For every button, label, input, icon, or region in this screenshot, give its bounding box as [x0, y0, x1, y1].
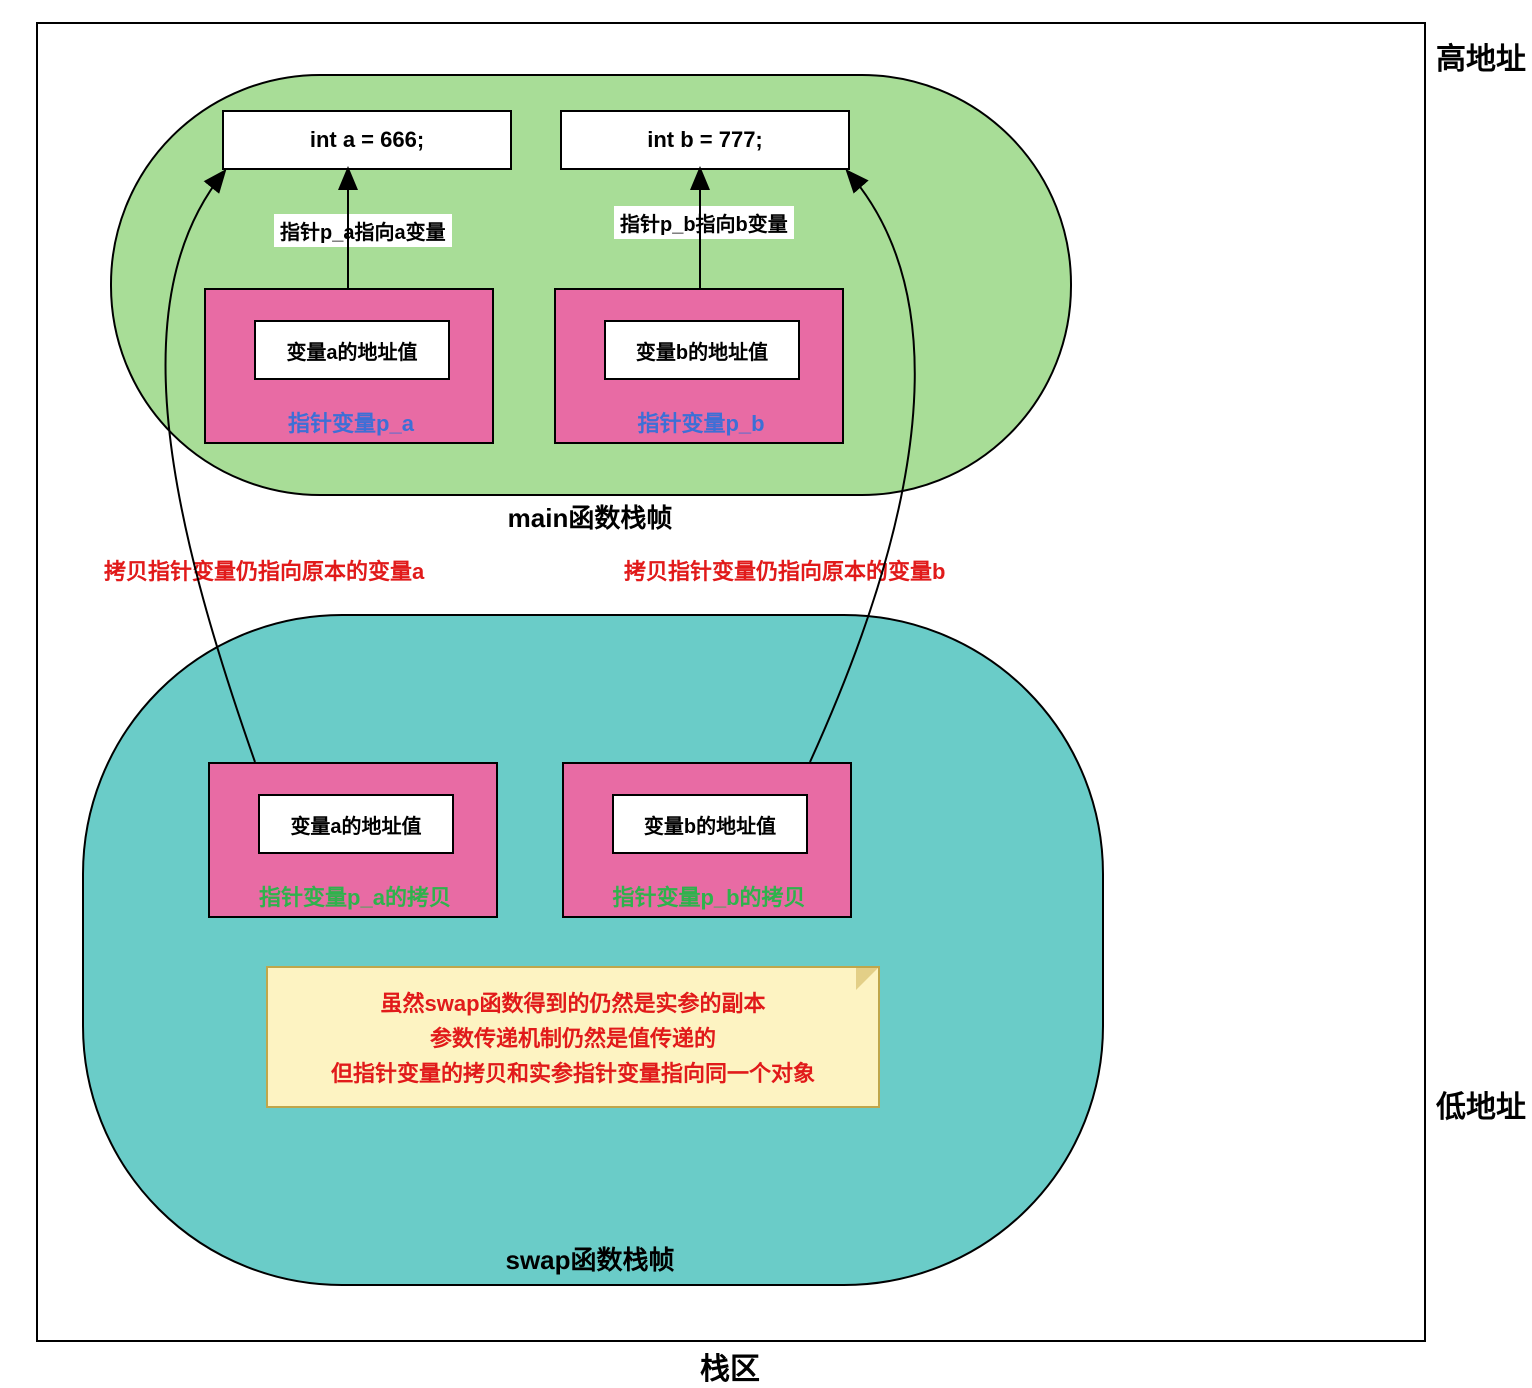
pointer-p-a-label: 指针变量p_a: [206, 406, 496, 438]
pointer-p-b-copy-label: 指针变量p_b的拷贝: [560, 880, 858, 912]
arrow-label-b: 指针p_b指向b变量: [614, 206, 794, 239]
label-swap-frame: swap函数栈帧: [440, 1240, 740, 1277]
note-fold-icon: [856, 968, 878, 990]
pointer-p-a-copy-inner: 变量a的地址值: [258, 794, 454, 854]
swap-stack-frame: [82, 614, 1104, 1286]
label-high-address: 高地址: [1436, 34, 1526, 78]
pointer-p-b-copy-inner: 变量b的地址值: [612, 794, 808, 854]
label-main-frame: main函数栈帧: [440, 498, 740, 535]
pointer-p-b: 变量b的地址值指针变量p_b: [554, 288, 844, 444]
red-note-copy-b: 拷贝指针变量仍指向原本的变量b: [624, 554, 945, 586]
arrow-label-a: 指针p_a指向a变量: [274, 214, 452, 247]
pointer-p-b-copy: 变量b的地址值指针变量p_b的拷贝: [562, 762, 852, 918]
note-line-3: 但指针变量的拷贝和实参指针变量指向同一个对象: [278, 1056, 868, 1091]
pointer-p-a-inner: 变量a的地址值: [254, 320, 450, 380]
label-low-address: 低地址: [1436, 1082, 1526, 1126]
explanation-note: 虽然swap函数得到的仍然是实参的副本参数传递机制仍然是值传递的但指针变量的拷贝…: [266, 966, 880, 1108]
label-stack-area: 栈区: [630, 1344, 830, 1388]
note-line-1: 虽然swap函数得到的仍然是实参的副本: [278, 986, 868, 1021]
red-note-copy-a: 拷贝指针变量仍指向原本的变量a: [104, 554, 424, 586]
pointer-p-a-copy-label: 指针变量p_a的拷贝: [206, 880, 504, 912]
note-line-2: 参数传递机制仍然是值传递的: [278, 1021, 868, 1056]
pointer-p-b-inner: 变量b的地址值: [604, 320, 800, 380]
var-b-box: int b = 777;: [560, 110, 850, 170]
var-a-box: int a = 666;: [222, 110, 512, 170]
pointer-p-a-copy: 变量a的地址值指针变量p_a的拷贝: [208, 762, 498, 918]
pointer-p-a: 变量a的地址值指针变量p_a: [204, 288, 494, 444]
pointer-p-b-label: 指针变量p_b: [556, 406, 846, 438]
diagram-canvas: 高地址低地址栈区main函数栈帧swap函数栈帧int a = 666;int …: [0, 0, 1532, 1382]
